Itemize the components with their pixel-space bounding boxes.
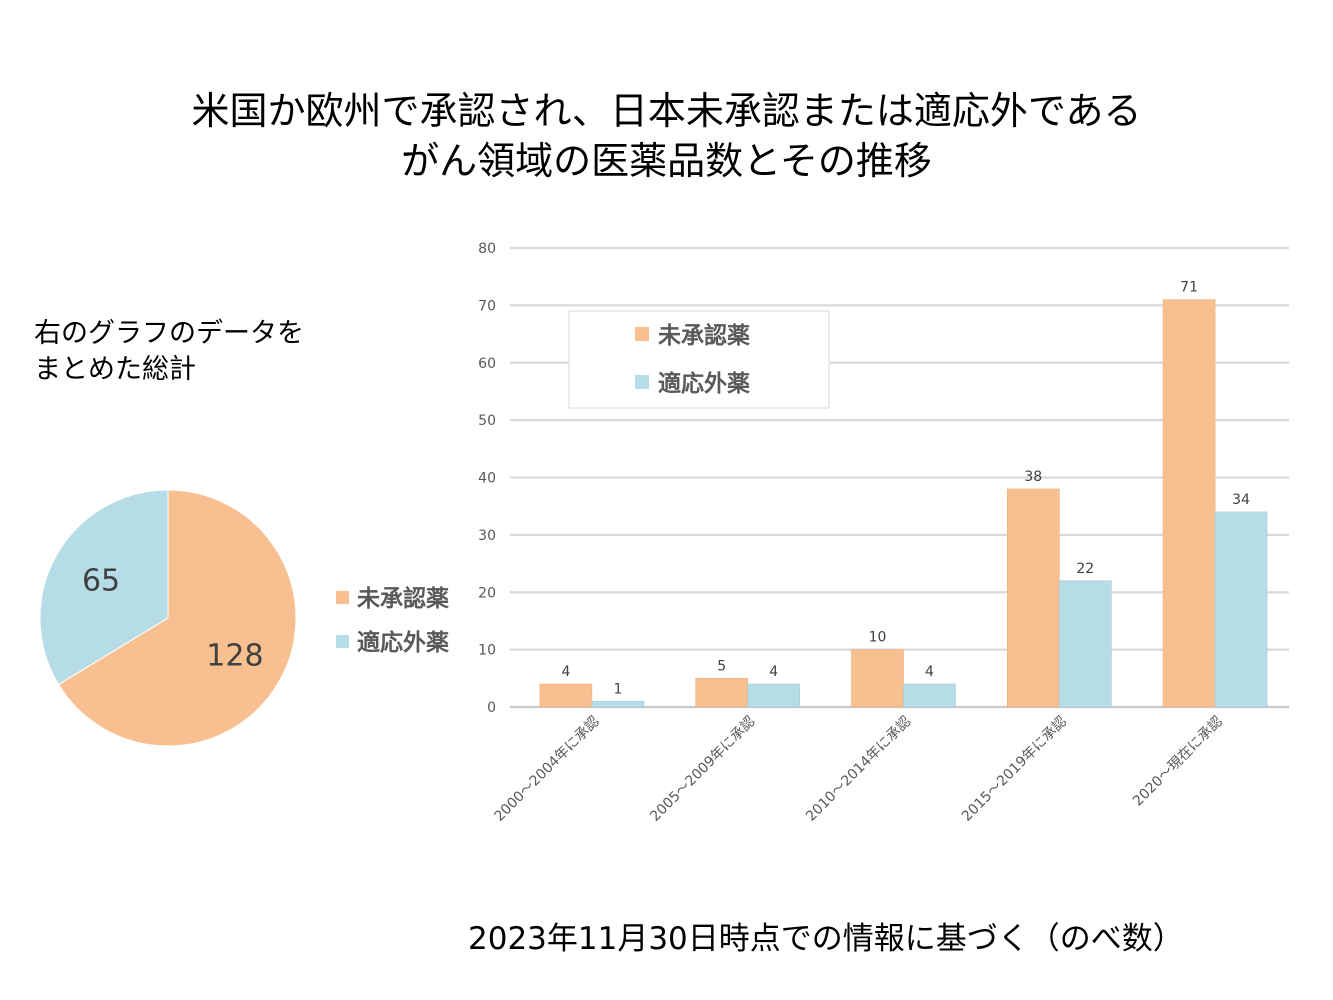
bar-data-label: 5 <box>717 658 726 674</box>
pie-data-label: 128 <box>206 639 263 674</box>
y-tick-label: 0 <box>487 700 496 716</box>
title-line-2: がん領域の医薬品数とその推移 <box>401 139 932 183</box>
legend-swatch <box>635 375 649 389</box>
y-tick-label: 20 <box>478 585 496 601</box>
pie-data-label: 65 <box>82 563 120 598</box>
summary-note-line-2: まとめた総計 <box>34 354 196 385</box>
bar-data-label: 4 <box>561 664 570 680</box>
bar-unapproved <box>539 683 593 708</box>
bar-data-label: 34 <box>1232 492 1250 508</box>
bar-legend-label: 適応外薬 <box>658 370 750 397</box>
bar-unapproved <box>1006 488 1060 708</box>
bar-legend-box <box>568 310 830 409</box>
bar-off-label <box>591 700 645 708</box>
legend-swatch <box>336 635 349 648</box>
y-tick-label: 50 <box>478 413 496 429</box>
bar-data-label: 38 <box>1024 469 1042 485</box>
bar-data-label: 1 <box>613 681 622 697</box>
bar-unapproved <box>851 649 904 708</box>
summary-note: 右のグラフのデータを まとめた総計 <box>34 316 304 388</box>
bar-data-label: 4 <box>769 664 778 680</box>
x-category-label: 2010～2014年に承認 <box>803 714 914 825</box>
pie-legend-label: 適応外薬 <box>357 629 449 656</box>
pie-legend-label: 未承認薬 <box>357 585 449 612</box>
pie-slice-unapproved <box>57 489 297 747</box>
y-tick-label: 10 <box>478 643 496 659</box>
bar-off-label <box>903 683 956 708</box>
x-category-label: 2000～2004年に承認 <box>492 714 603 825</box>
bar-legend-label: 未承認薬 <box>658 322 750 349</box>
y-tick-label: 80 <box>478 241 496 257</box>
x-category-label: 2020～現在に承認 <box>1130 714 1226 810</box>
legend-swatch <box>635 327 649 341</box>
bar-off-label <box>1214 511 1268 708</box>
bar-unapproved <box>1162 299 1216 708</box>
pie-chart: 128 65 <box>39 489 297 747</box>
summary-note-line-1: 右のグラフのデータを <box>34 318 304 349</box>
y-tick-label: 60 <box>478 356 496 372</box>
page-title: 米国か欧州で承認され、日本未承認または適応外である がん領域の医薬品数とその推移 <box>0 86 1333 186</box>
x-category-label: 2015～2019年に承認 <box>959 714 1070 825</box>
title-line-1: 米国か欧州で承認され、日本未承認または適応外である <box>191 89 1142 133</box>
x-category-label: 2005～2009年に承認 <box>647 714 758 825</box>
bar-off-label <box>1059 580 1112 708</box>
y-tick-label: 30 <box>478 528 496 544</box>
y-tick-label: 40 <box>478 471 496 487</box>
pie-slice-off-label <box>39 489 169 686</box>
bar-data-label: 4 <box>925 664 934 680</box>
footnote: 2023年11月30日時点での情報に基づく（のべ数） <box>468 921 1184 957</box>
bar-unapproved <box>695 678 749 708</box>
bar-data-label: 10 <box>869 630 887 646</box>
bar-chart: 0 10 20 30 40 50 60 70 80 4 1 2000～2004年に承認 5 4 2005～2… <box>478 241 1289 825</box>
y-tick-label: 70 <box>478 298 496 314</box>
legend-swatch <box>336 591 349 604</box>
bar-data-label: 71 <box>1180 280 1198 296</box>
bar-off-label <box>747 683 801 708</box>
bar-data-label: 22 <box>1076 561 1094 577</box>
